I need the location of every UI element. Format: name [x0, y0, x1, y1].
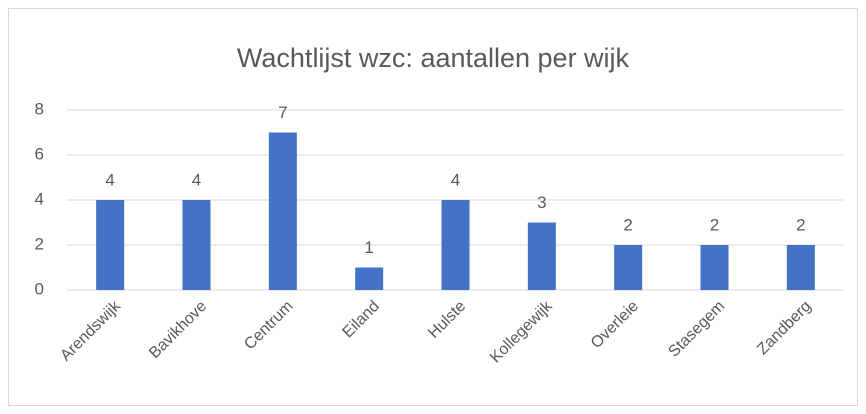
bar: [182, 200, 211, 290]
bar: [96, 200, 125, 290]
y-tick-label: 0: [35, 279, 44, 298]
bar: [441, 200, 470, 290]
bar: [700, 245, 729, 290]
bar: [614, 245, 643, 290]
data-label: 4: [105, 170, 114, 189]
bar: [786, 245, 815, 290]
data-label: 4: [192, 170, 201, 189]
data-label: 2: [710, 215, 719, 234]
bar: [268, 132, 297, 290]
data-label: 3: [537, 193, 546, 212]
y-tick-label: 6: [35, 144, 44, 163]
y-tick-label: 8: [35, 99, 44, 118]
y-tick-label: 2: [35, 234, 44, 253]
bar: [527, 222, 556, 290]
bar: [355, 267, 384, 290]
data-label: 2: [796, 215, 805, 234]
y-tick-label: 4: [35, 189, 44, 208]
chart-title: Wachtlijst wzc: aantallen per wijk: [237, 43, 630, 73]
data-label: 7: [278, 103, 287, 122]
data-label: 4: [451, 170, 460, 189]
chart-border: [8, 8, 858, 406]
data-label: 2: [623, 215, 632, 234]
data-label: 1: [364, 238, 373, 257]
